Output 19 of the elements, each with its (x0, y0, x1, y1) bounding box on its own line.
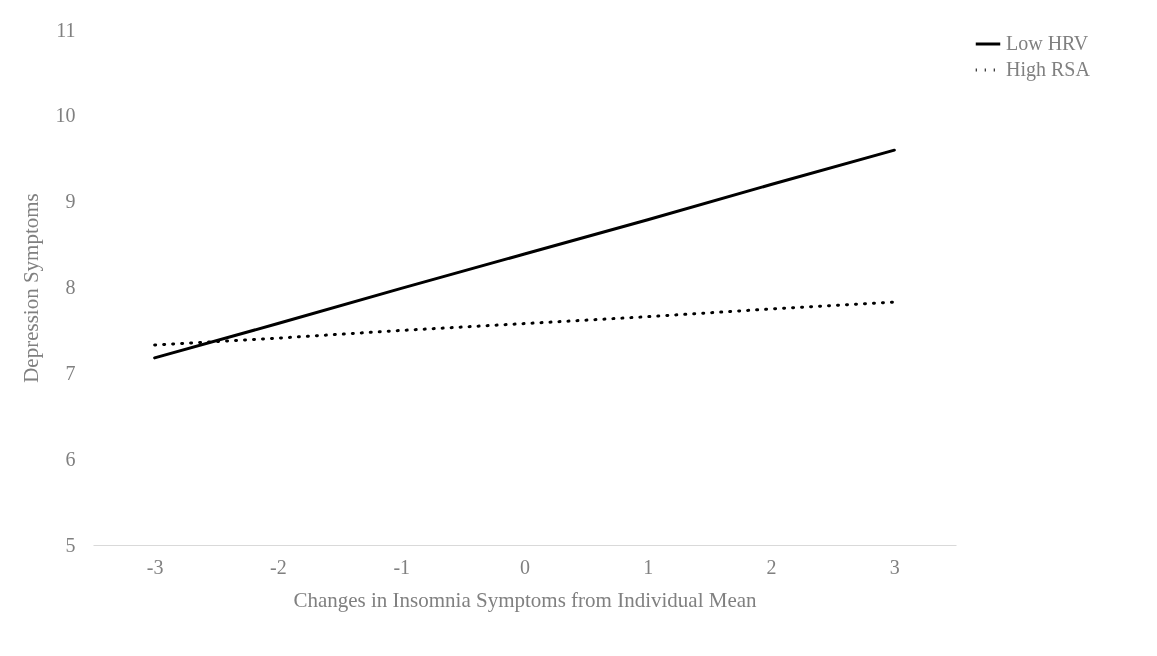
x-tick-label: -2 (270, 555, 287, 578)
x-tick-label: 0 (520, 555, 530, 578)
x-tick-label: 3 (889, 555, 900, 578)
x-tick-label: 1 (643, 555, 654, 578)
x-tick-label: -1 (393, 555, 411, 578)
legend-label: Low HRV (1006, 32, 1089, 54)
x-tick-label: 2 (766, 555, 777, 578)
y-tick-label: 11 (56, 18, 76, 41)
y-tick-label: 9 (65, 190, 76, 213)
x-axis-title: Changes in Insomnia Symptoms from Individual Mean (293, 587, 758, 612)
y-axis-title: Depression Symptoms (18, 193, 43, 383)
y-tick-label: 5 (65, 533, 76, 556)
y-tick-label: 6 (65, 447, 76, 470)
y-tick-label: 7 (65, 361, 76, 384)
x-tick-label: -3 (146, 555, 164, 578)
line-series (153, 148, 896, 360)
y-tick-label: 8 (65, 276, 76, 298)
legend-label: High RSA (1006, 58, 1091, 81)
y-tick-label: 10 (55, 104, 76, 127)
